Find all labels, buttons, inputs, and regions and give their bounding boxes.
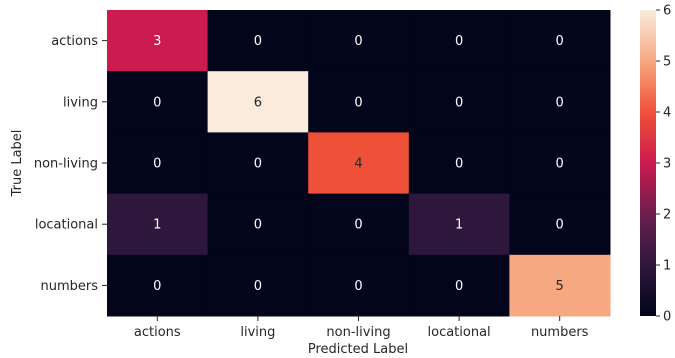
colorbar-tick-label: 6	[663, 4, 671, 19]
heatmap-cell	[408, 254, 510, 317]
cell-value-label: 4	[354, 157, 362, 172]
heatmap-cell	[308, 132, 410, 195]
y-tick-label: non-living	[34, 157, 98, 172]
heatmap-cell	[308, 254, 410, 317]
colorbar	[640, 10, 656, 316]
heatmap-cell	[107, 193, 209, 256]
heatmap-cell	[207, 193, 309, 256]
x-axis-ticks: actions living non-living locational numbers	[134, 316, 589, 340]
heatmap-cell	[408, 10, 510, 72]
x-tick-label: actions	[134, 325, 181, 340]
heatmap-cell	[207, 71, 309, 133]
colorbar-tick-label: 4	[663, 106, 671, 121]
heatmap-cell	[509, 193, 611, 256]
heatmap-cell	[308, 10, 410, 72]
cell-value-label: 0	[556, 95, 564, 110]
heatmap-cell	[509, 10, 611, 72]
cell-value-label: 6	[254, 95, 262, 110]
y-axis-title: True Label	[10, 130, 25, 198]
y-axis-ticks: actions living non-living locational numbers	[34, 34, 107, 294]
cell-value-label: 0	[254, 157, 262, 172]
colorbar-ticks: 0 1 2 3 4 5 6	[656, 4, 671, 325]
cell-value-label: 0	[153, 279, 161, 294]
colorbar-tick-label: 0	[663, 310, 671, 325]
colorbar-gradient	[640, 10, 656, 316]
heatmap-cell	[408, 132, 510, 195]
y-tick-label: numbers	[40, 279, 98, 294]
y-tick-label: locational	[35, 218, 98, 233]
cell-value-label: 0	[354, 34, 362, 49]
x-tick-label: non-living	[326, 325, 390, 340]
heatmap-cell	[509, 132, 611, 195]
cell-value-label: 0	[153, 157, 161, 172]
colorbar-tick-label: 2	[663, 208, 671, 223]
cell-value-label: 0	[153, 95, 161, 110]
heatmap-cell	[207, 132, 309, 195]
heatmap-cell	[308, 71, 410, 133]
colorbar-tick-label: 3	[663, 157, 671, 172]
heatmap-cell	[207, 254, 309, 317]
heatmap-cell	[509, 254, 611, 317]
heatmap-cell	[308, 193, 410, 256]
heatmap-cell	[107, 10, 209, 72]
x-tick-label: numbers	[531, 325, 589, 340]
cell-value-label: 0	[556, 157, 564, 172]
heatmap-cell	[207, 10, 309, 72]
cell-value-label: 0	[455, 95, 463, 110]
x-tick-label: locational	[428, 325, 491, 340]
x-axis-title: Predicted Label	[308, 342, 408, 357]
cell-value-label: 0	[254, 279, 262, 294]
cell-value-label: 1	[455, 218, 463, 233]
heatmap-cell	[107, 132, 209, 195]
y-tick-label: living	[63, 95, 98, 110]
x-tick-label: living	[240, 325, 275, 340]
cell-value-label: 0	[556, 34, 564, 49]
cell-value-label: 0	[354, 279, 362, 294]
cell-value-label: 1	[153, 218, 161, 233]
heatmap-cell	[509, 71, 611, 133]
cell-value-label: 0	[556, 218, 564, 233]
cell-value-label: 0	[455, 34, 463, 49]
heatmap-cell	[107, 254, 209, 317]
y-tick-label: actions	[51, 34, 98, 49]
cell-value-label: 0	[455, 157, 463, 172]
heatmap-cell	[107, 71, 209, 133]
colorbar-tick-label: 1	[663, 259, 671, 274]
colorbar-tick-label: 5	[663, 55, 671, 70]
cell-value-label: 3	[153, 34, 161, 49]
cell-value-label: 0	[254, 218, 262, 233]
cell-value-label: 0	[254, 34, 262, 49]
cell-value-label: 0	[455, 279, 463, 294]
cell-value-label: 0	[354, 218, 362, 233]
heatmap-cells	[107, 10, 611, 317]
cell-value-label: 5	[556, 279, 564, 294]
heatmap-cell	[408, 71, 510, 133]
heatmap-cell-labels: 3 0 0 0 0 0 6 0 0 0 0 0 4 0 0 1 0 0 1 0 0 0 0 0 5	[153, 34, 564, 294]
heatmap-cell	[408, 193, 510, 256]
cell-value-label: 0	[354, 95, 362, 110]
